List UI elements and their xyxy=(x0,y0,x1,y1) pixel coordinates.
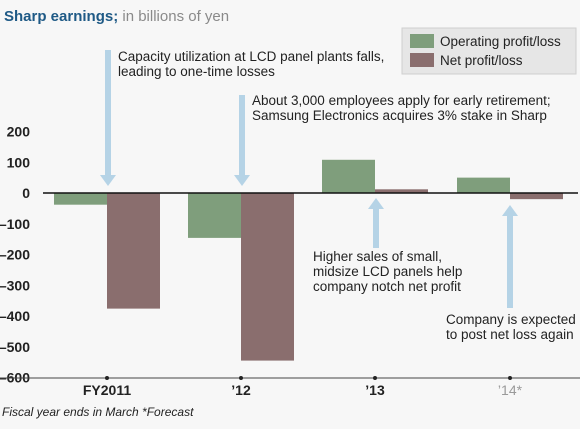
annotation-arrow-2-head xyxy=(368,198,384,209)
annotation-arrow-3-head xyxy=(502,205,518,216)
annotation-1: About 3,000 employees apply for early re… xyxy=(252,93,551,123)
y-tick-label-4: –200 xyxy=(0,247,30,263)
title-subtitle: in billions of yen xyxy=(118,8,229,25)
annotation-1-line-1: Samsung Electronics acquires 3% stake in… xyxy=(252,108,547,123)
x-tick-3 xyxy=(508,376,512,380)
bar-1-0 xyxy=(107,193,160,309)
annotation-arrow-1-shaft xyxy=(239,95,245,175)
bar-0-0 xyxy=(54,193,107,205)
annotation-arrow-0-head xyxy=(100,175,116,186)
footnote: Fiscal year ends in March *Forecast xyxy=(2,405,194,419)
y-tick-label-2: 0 xyxy=(22,185,30,201)
y-tick-label-0: 200 xyxy=(7,124,31,140)
title-main: Sharp earnings; xyxy=(4,8,118,25)
annotation-0: Capacity utilization at LCD panel plants… xyxy=(118,49,384,79)
y-tick-label-6: –400 xyxy=(0,308,30,324)
annotation-arrow-3-shaft xyxy=(507,216,513,308)
annotation-3-line-1: to post net loss again xyxy=(446,327,574,342)
y-tick-label-5: –300 xyxy=(0,277,30,293)
bar-1-3 xyxy=(510,193,563,200)
annotation-0-line-1: leading to one-time losses xyxy=(118,64,275,79)
chart-title: Sharp earnings; in billions of yen xyxy=(4,8,229,25)
legend-label-0: Operating profit/loss xyxy=(440,34,561,49)
bar-0-3 xyxy=(457,177,510,193)
annotation-2-line-0: Higher sales of small, xyxy=(313,249,442,264)
annotation-2-line-1: midsize LCD panels help xyxy=(313,264,462,279)
y-tick-label-1: 100 xyxy=(7,154,31,170)
legend-swatch-0 xyxy=(410,34,434,48)
annotation-3: Company is expected to post net loss agai… xyxy=(446,312,576,342)
y-tick-label-3: –100 xyxy=(0,216,30,232)
annotation-0-line-0: Capacity utilization at LCD panel plants… xyxy=(118,49,384,64)
annotation-1-line-0: About 3,000 employees apply for early re… xyxy=(252,93,551,108)
y-tick-label-7: –500 xyxy=(0,339,30,355)
bar-0-2 xyxy=(322,159,375,193)
x-tick-label-1: ’12 xyxy=(231,382,251,398)
x-tick-label-0: FY2011 xyxy=(83,382,131,398)
annotation-3-line-0: Company is expected xyxy=(446,312,576,327)
bar-1-2 xyxy=(375,189,428,193)
annotation-2-line-2: company notch net profit xyxy=(313,279,461,294)
annotation-arrow-1-head xyxy=(234,175,250,186)
x-tick-label-3: ’14* xyxy=(498,382,523,398)
annotation-2: Higher sales of small, midsize LCD panels… xyxy=(313,249,462,294)
x-tick-1 xyxy=(239,376,243,380)
legend-swatch-1 xyxy=(410,53,434,67)
annotation-arrow-2-shaft xyxy=(373,209,379,248)
x-tick-2 xyxy=(373,376,377,380)
legend-label-1: Net profit/loss xyxy=(440,53,523,68)
annotation-arrow-0-shaft xyxy=(105,50,111,175)
bar-1-1 xyxy=(241,193,294,361)
x-tick-0 xyxy=(105,376,109,380)
x-tick-label-2: ’13 xyxy=(365,382,385,398)
bar-0-1 xyxy=(188,193,241,238)
